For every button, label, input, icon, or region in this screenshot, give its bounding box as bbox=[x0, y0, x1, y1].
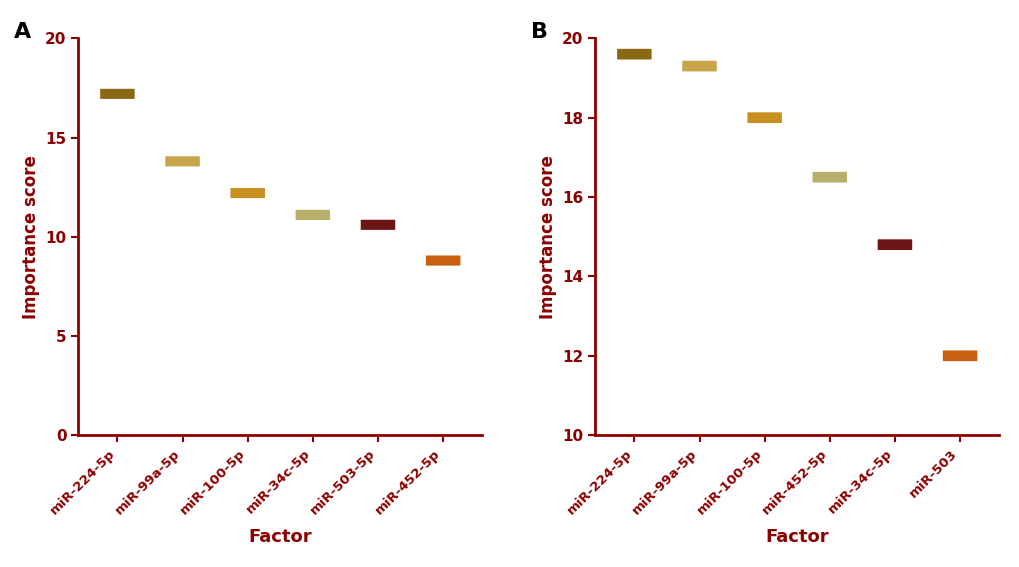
FancyBboxPatch shape bbox=[230, 188, 265, 198]
Text: A: A bbox=[13, 23, 31, 43]
Text: B: B bbox=[530, 23, 547, 43]
X-axis label: Factor: Factor bbox=[249, 528, 312, 546]
FancyBboxPatch shape bbox=[296, 210, 330, 220]
FancyBboxPatch shape bbox=[876, 239, 911, 250]
FancyBboxPatch shape bbox=[682, 61, 716, 71]
FancyBboxPatch shape bbox=[812, 172, 846, 183]
FancyBboxPatch shape bbox=[747, 112, 782, 123]
FancyBboxPatch shape bbox=[100, 89, 135, 99]
FancyBboxPatch shape bbox=[942, 350, 976, 361]
FancyBboxPatch shape bbox=[426, 256, 460, 265]
Y-axis label: Importance score: Importance score bbox=[538, 155, 556, 319]
FancyBboxPatch shape bbox=[616, 49, 651, 60]
FancyBboxPatch shape bbox=[361, 220, 395, 230]
X-axis label: Factor: Factor bbox=[764, 528, 828, 546]
Y-axis label: Importance score: Importance score bbox=[21, 155, 40, 319]
FancyBboxPatch shape bbox=[165, 156, 200, 166]
